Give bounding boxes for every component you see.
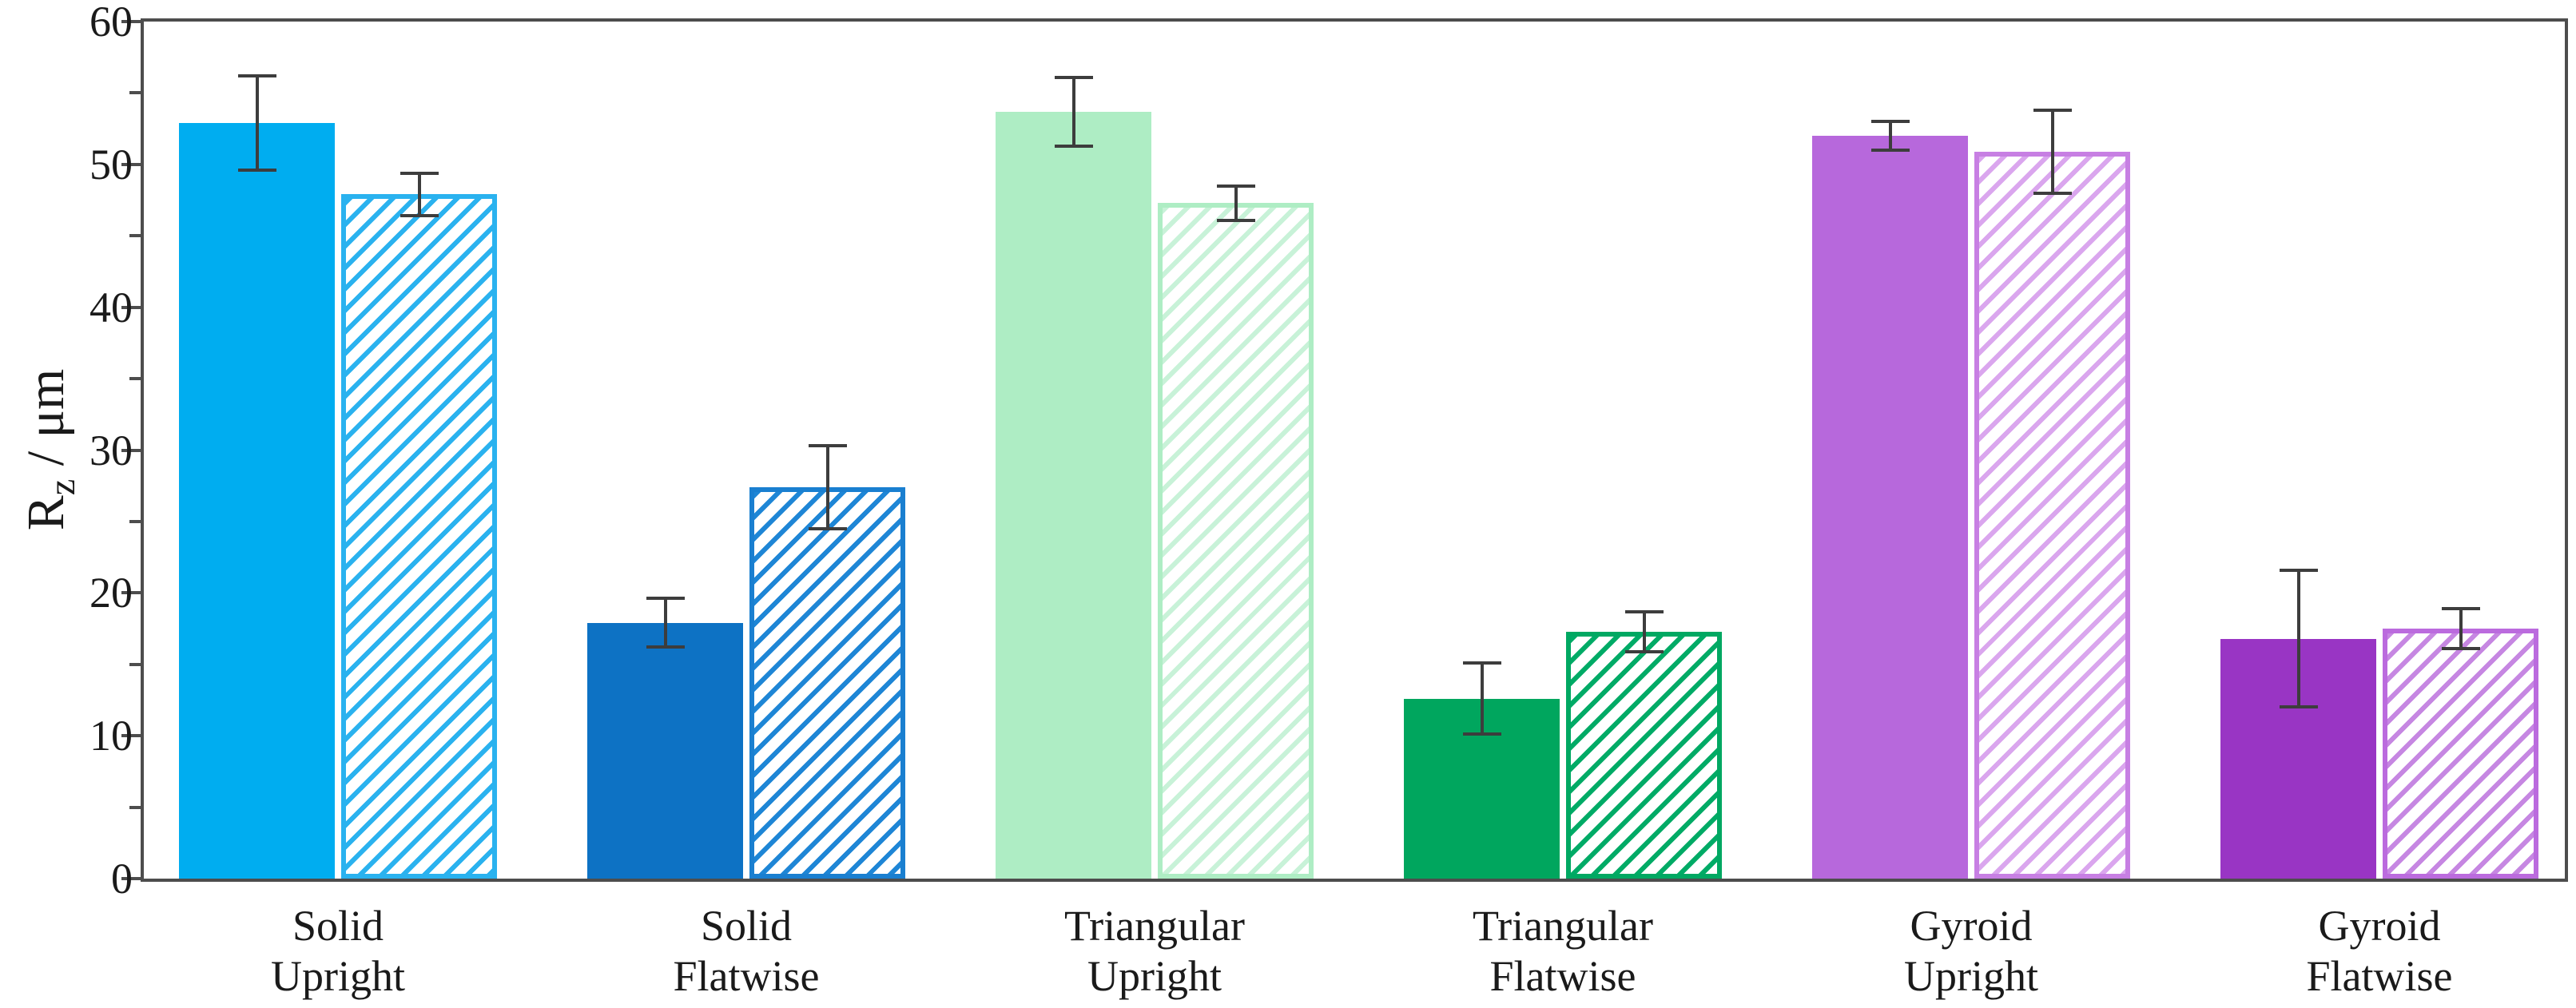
plot-area [141,18,2568,882]
y-major-tick [121,448,141,452]
y-major-tick [121,20,141,23]
x-category-label: Gyroid Upright [1787,901,2155,1002]
bar-solid-solid-upright [179,123,335,879]
x-category-label-line1: Gyroid [1910,902,2033,950]
error-bar-cap [2441,607,2480,610]
error-bar-line [2296,569,2300,708]
x-category-label-line2: Upright [1904,952,2038,1000]
error-bar-line [1480,662,1484,735]
y-tick-label: 20 [89,569,133,617]
bar-hatched-solid-upright [341,194,497,879]
y-tick-label: 50 [89,140,133,189]
y-minor-tick [129,234,141,238]
bar-solid-solid-flatwise [587,623,743,879]
error-bar-cap [1054,144,1093,148]
error-bar-cap [808,444,847,448]
error-bar-line [255,75,259,170]
x-category-label-line2: Flatwise [1489,952,1636,1000]
y-tick-label: 10 [89,712,133,760]
y-minor-tick [129,91,141,95]
error-bar-line [663,598,667,648]
y-minor-tick [129,519,141,523]
bar-hatched-solid-flatwise [749,487,905,879]
error-bar-cap [237,73,276,77]
error-bar-cap [1462,732,1501,736]
error-bar-cap [2279,568,2318,572]
x-category-label: Solid Flatwise [563,901,930,1002]
error-bar-cap [1216,184,1255,188]
x-category-label-line2: Flatwise [673,952,820,1000]
bar-hatched-gyroid-flatwise [2383,629,2538,879]
y-tick-label: 60 [89,0,133,46]
x-category-label: Triangular Upright [971,901,1338,1002]
error-bar-cap [2033,108,2072,112]
error-bar-cap [808,526,847,530]
error-bar-line [1888,121,1892,150]
error-bar-cap [1624,649,1664,653]
x-category-label-line2: Upright [1087,952,1222,1000]
y-tick-label: 40 [89,283,133,331]
y-major-tick [121,734,141,738]
error-bar-cap [2279,705,2318,709]
x-category-label-line2: Flatwise [2306,952,2453,1000]
y-major-tick [121,591,141,595]
error-bar-cap [646,597,685,601]
x-category-label-line1: Solid [700,902,793,950]
y-axis-title-symbol: R [17,495,75,531]
x-category-label: Gyroid Flatwise [2196,901,2563,1002]
error-bar-line [2459,609,2463,649]
error-bar-cap [237,168,276,172]
x-category-label-line1: Triangular [1064,902,1245,950]
error-bar-cap [1870,120,1910,124]
error-bar-line [825,446,829,529]
y-major-tick [121,162,141,166]
error-bar-line [1234,185,1238,220]
error-bar-cap [400,171,439,175]
y-minor-tick [129,662,141,666]
bar-hatched-gyroid-upright [1974,152,2130,879]
error-bar-line [2050,109,2054,193]
error-bar-cap [2033,191,2072,195]
error-bar-cap [1216,218,1255,222]
error-bar-cap [1054,75,1093,79]
y-minor-tick [129,377,141,381]
bar-solid-triangular-upright [996,112,1151,879]
x-category-label-line1: Gyroid [2318,902,2441,950]
error-bar-line [1642,611,1646,652]
error-bar-cap [400,214,439,218]
error-bar-cap [1462,661,1501,665]
y-minor-tick [129,805,141,809]
bar-hatched-triangular-upright [1158,203,1314,879]
error-bar-cap [2441,647,2480,651]
bar-solid-gyroid-upright [1812,136,1968,879]
x-category-label: Solid Upright [154,901,522,1002]
x-category-label-line1: Solid [292,902,384,950]
error-bar-cap [1624,609,1664,613]
y-tick-label: 0 [111,855,133,903]
error-bar-line [1071,77,1075,146]
error-bar-line [417,173,421,216]
y-major-tick [121,877,141,880]
x-category-label-line2: Upright [271,952,405,1000]
y-major-tick [121,305,141,309]
error-bar-cap [1870,148,1910,152]
x-category-label-line1: Triangular [1473,902,1653,950]
y-tick-label: 30 [89,426,133,474]
bar-hatched-triangular-flatwise [1566,632,1722,879]
y-axis-title-subscript: z [42,478,83,496]
error-bar-cap [646,645,685,649]
x-category-label: Triangular Flatwise [1379,901,1747,1002]
